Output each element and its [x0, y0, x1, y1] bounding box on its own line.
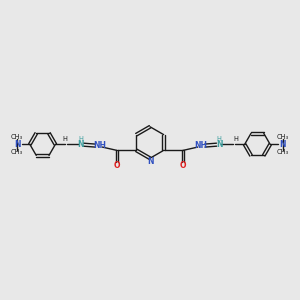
Text: O: O: [114, 160, 120, 169]
Text: CH₃: CH₃: [277, 149, 289, 155]
Text: N: N: [78, 140, 84, 149]
Text: N: N: [14, 140, 20, 149]
Text: N: N: [280, 140, 286, 149]
Text: CH₃: CH₃: [11, 149, 23, 155]
Text: O: O: [180, 160, 186, 169]
Text: CH₃: CH₃: [11, 134, 23, 140]
Text: N: N: [147, 158, 153, 166]
Text: H: H: [62, 136, 67, 142]
Text: CH₃: CH₃: [277, 134, 289, 140]
Text: H: H: [233, 136, 238, 142]
Text: NH: NH: [93, 141, 106, 150]
Text: N: N: [216, 140, 222, 149]
Text: H: H: [217, 136, 222, 142]
Text: H: H: [78, 136, 83, 142]
Text: NH: NH: [194, 141, 207, 150]
